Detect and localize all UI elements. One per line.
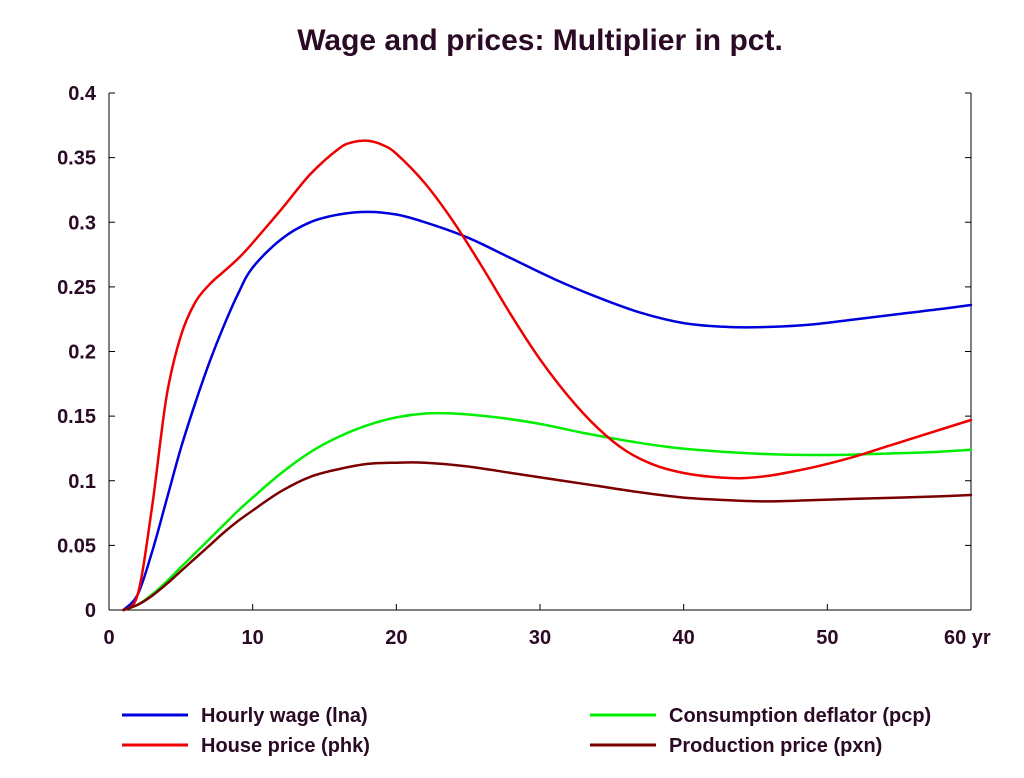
y-tick-label: 0.25 <box>57 277 96 299</box>
legend-label: Consumption deflator (pcp) <box>669 705 931 727</box>
x-tick-label: 50 <box>816 627 838 649</box>
plot-frame <box>108 93 972 611</box>
y-tick-label: 0.4 <box>68 83 97 105</box>
x-tick-label: 40 <box>673 627 695 649</box>
x-axis: 0 10 20 30 40 50 60 yr <box>103 604 991 649</box>
legend-label: Production price (pxn) <box>669 735 882 757</box>
legend-item: House price (phk) <box>122 735 370 757</box>
x-tick-label: 20 <box>385 627 407 649</box>
x-tick-label: 60 yr <box>944 627 991 649</box>
legend-item: Consumption deflator (pcp) <box>590 705 931 727</box>
y-tick-label: 0.1 <box>68 471 96 493</box>
y-tick-label: 0.15 <box>57 406 96 428</box>
series-line-house-price-phk <box>122 139 973 612</box>
y-tick-label: 0.3 <box>68 212 96 234</box>
x-tick-label: 30 <box>529 627 551 649</box>
y-tick-label: 0.35 <box>57 148 96 170</box>
y-tick-label: 0.2 <box>68 342 96 364</box>
y-tick-label: 0.05 <box>57 535 96 557</box>
y-axis: 0 0.05 0.1 0.15 0.2 0.25 0.3 0.35 0.4 <box>57 83 971 622</box>
legend: Hourly wage (lna) House price (phk) Consum… <box>122 705 931 757</box>
legend-label: House price (phk) <box>201 735 370 757</box>
legend-item: Hourly wage (lna) <box>122 705 368 727</box>
x-tick-label: 0 <box>103 627 114 649</box>
x-tick-label: 10 <box>242 627 264 649</box>
series-line-consumption-deflator-pcp <box>122 411 973 612</box>
legend-item: Production price (pxn) <box>590 735 882 757</box>
series-layer <box>122 139 973 612</box>
chart-title: Wage and prices: Multiplier in pct. <box>297 24 783 57</box>
legend-label: Hourly wage (lna) <box>201 705 368 727</box>
series-line-hourly-wage-lna <box>122 210 973 612</box>
series-line-production-price-pxn <box>122 461 973 612</box>
y-tick-label: 0 <box>85 600 96 622</box>
